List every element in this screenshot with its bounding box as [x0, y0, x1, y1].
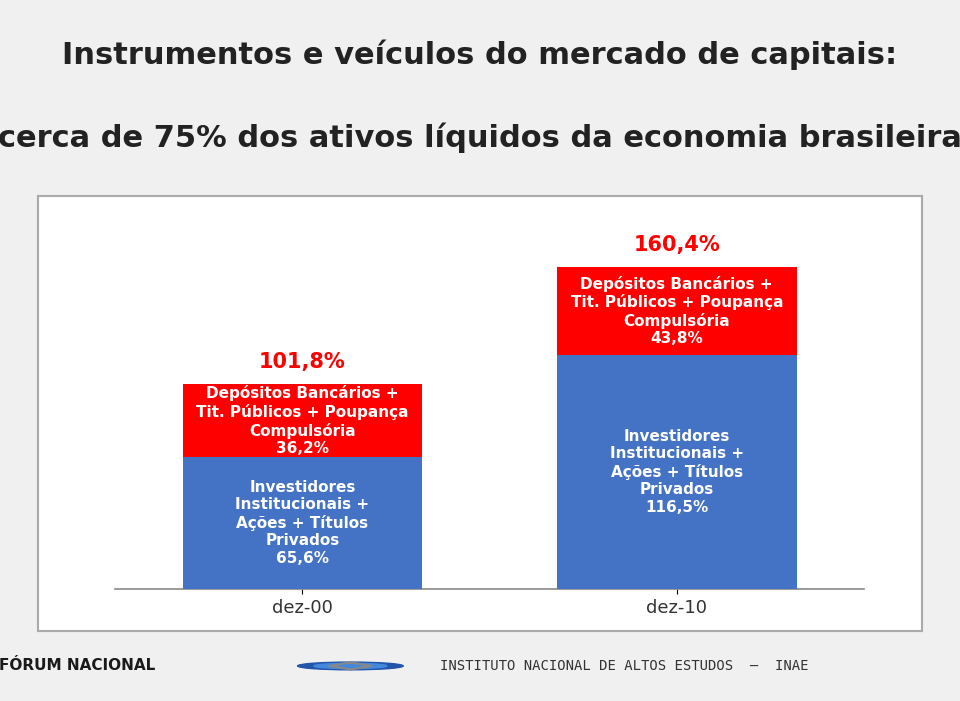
- Circle shape: [298, 662, 403, 670]
- Text: Investidores
Institucionais +
Ações + Títulos
Privados
116,5%: Investidores Institucionais + Ações + Tí…: [610, 429, 744, 515]
- Text: Investidores
Institucionais +
Ações + Títulos
Privados
65,6%: Investidores Institucionais + Ações + Tí…: [235, 480, 370, 566]
- Text: Instrumentos e veículos do mercado de capitais:: Instrumentos e veículos do mercado de ca…: [62, 40, 898, 70]
- Bar: [557, 267, 797, 355]
- Text: Depósitos Bancários +
Tit. Públicos + Poupança
Compulsória
43,8%: Depósitos Bancários + Tit. Públicos + Po…: [570, 275, 783, 346]
- Bar: [182, 384, 422, 457]
- Text: cerca de 75% dos ativos líquidos da economia brasileira: cerca de 75% dos ativos líquidos da econ…: [0, 122, 960, 153]
- Text: FÓRUM NACIONAL: FÓRUM NACIONAL: [0, 658, 155, 674]
- Bar: [557, 355, 797, 589]
- Text: Veículos e Instrumentos de Captação de Poupança Financeira - % PIB: Veículos e Instrumentos de Captação de P…: [215, 218, 745, 234]
- Text: 160,4%: 160,4%: [634, 235, 720, 255]
- Text: INSTITUTO NACIONAL DE ALTOS ESTUDOS  –  INAE: INSTITUTO NACIONAL DE ALTOS ESTUDOS – IN…: [440, 659, 808, 673]
- Text: 101,8%: 101,8%: [259, 353, 346, 372]
- Bar: [182, 457, 422, 589]
- Circle shape: [314, 663, 387, 669]
- Text: Depósitos Bancários +
Tit. Públicos + Poupança
Compulsória
36,2%: Depósitos Bancários + Tit. Públicos + Po…: [196, 386, 409, 456]
